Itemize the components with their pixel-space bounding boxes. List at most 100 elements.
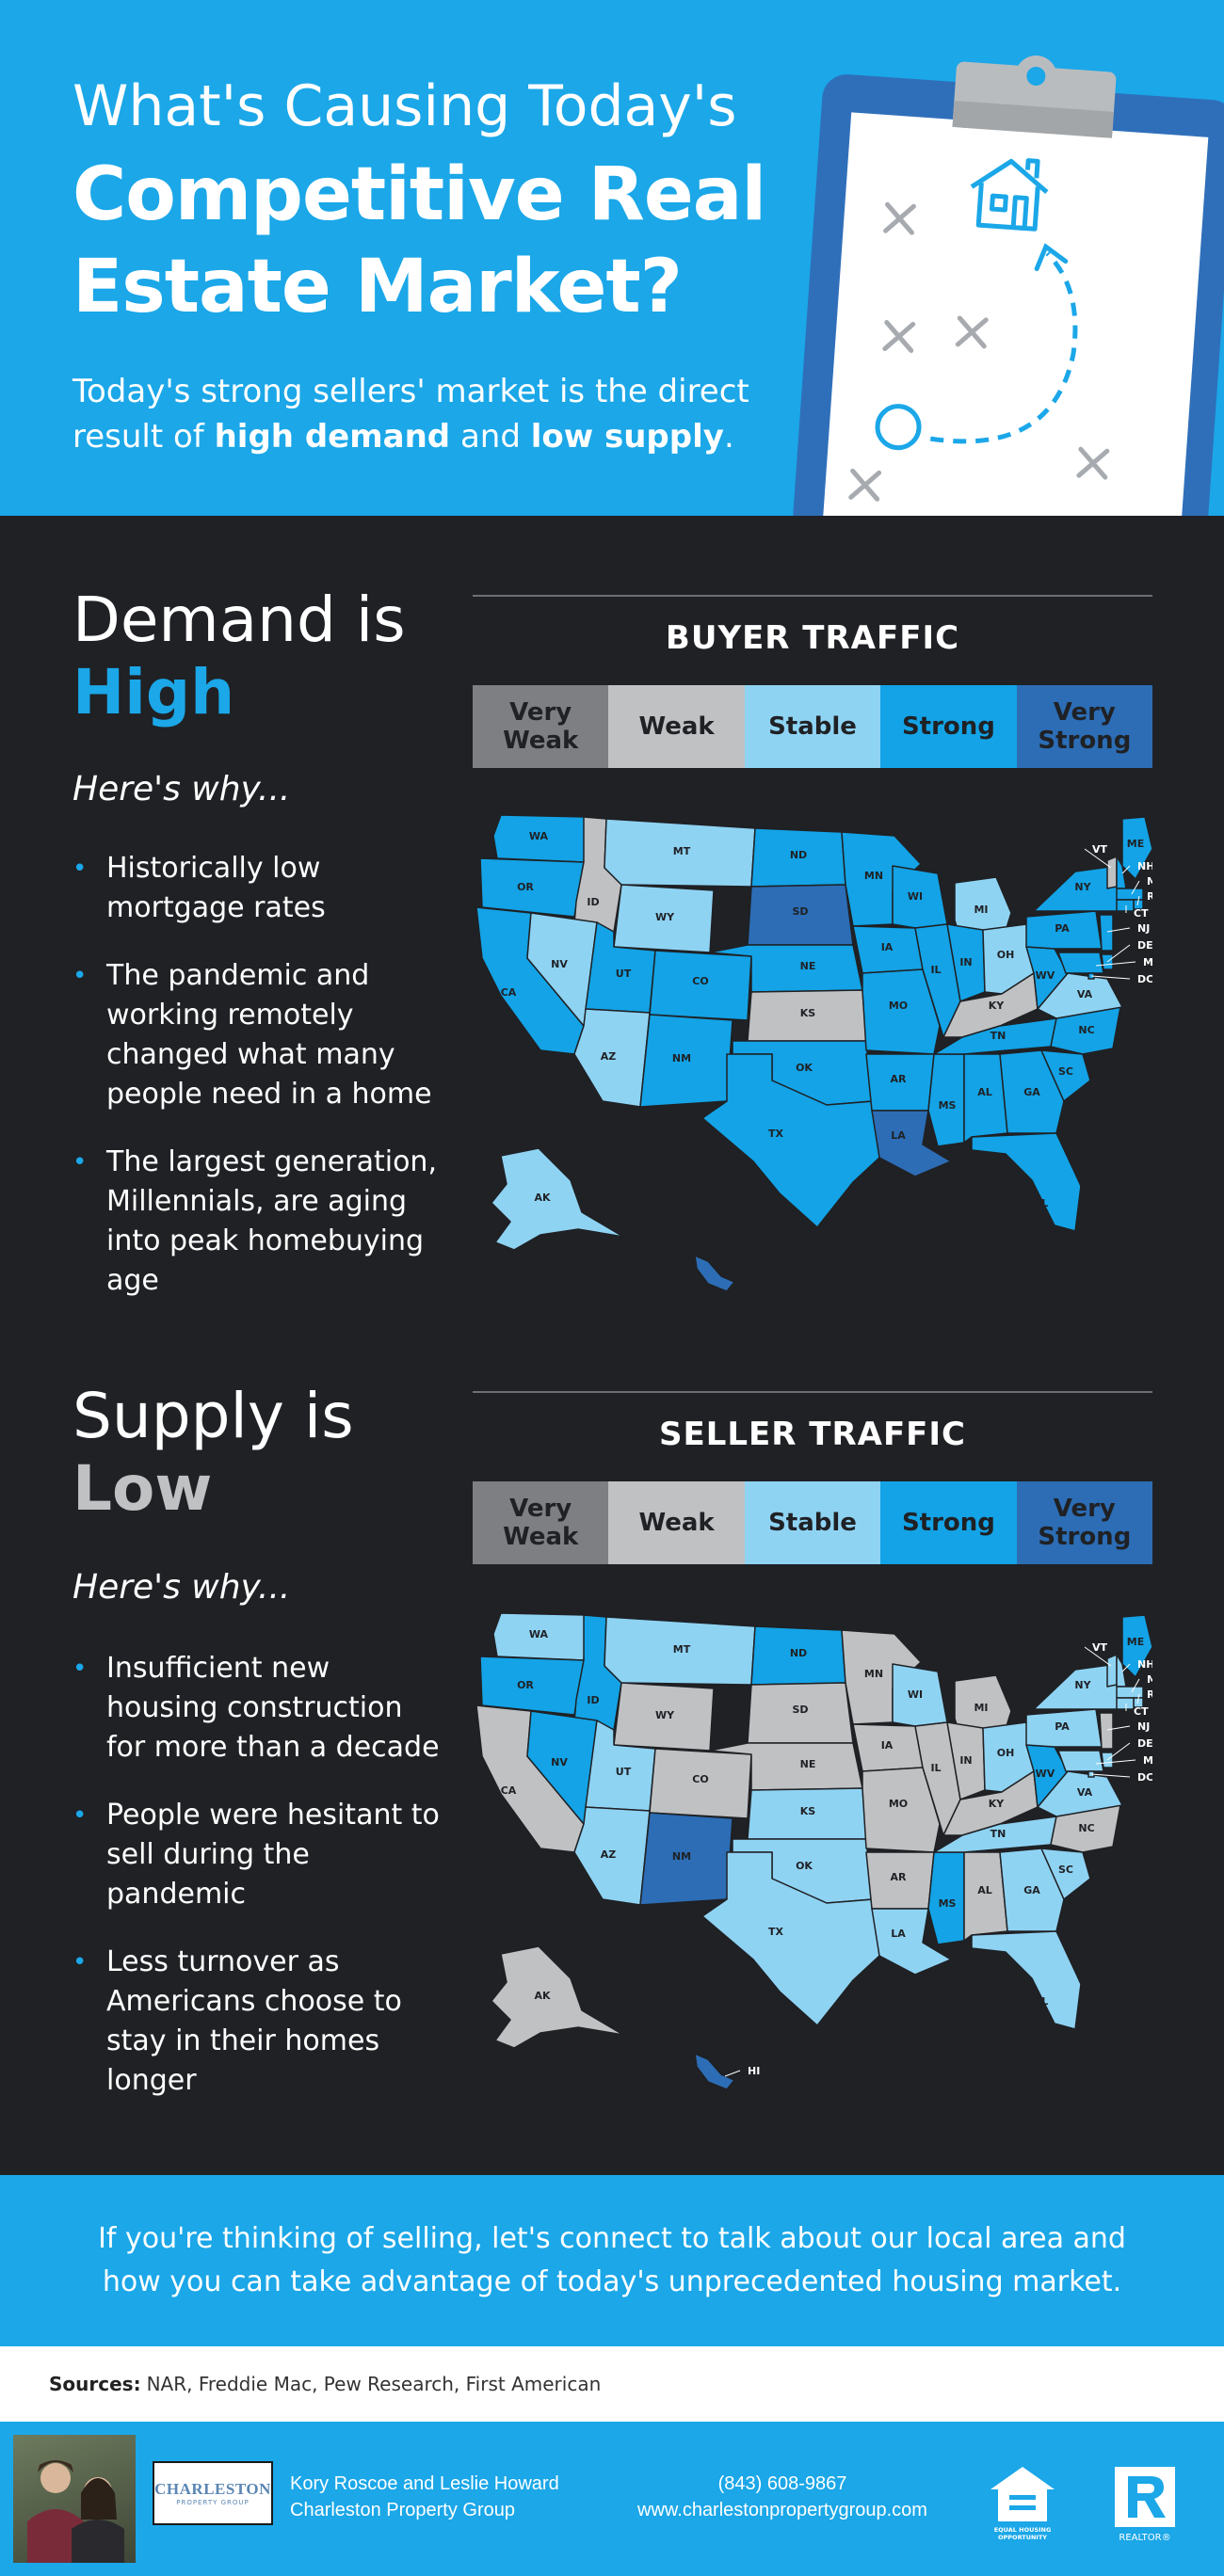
state-mt: [604, 818, 756, 888]
state-label-ut: UT: [616, 968, 632, 980]
state-sc: [1040, 1848, 1091, 1900]
state-nc: [1050, 1006, 1121, 1055]
state-label-mt: MT: [673, 1643, 691, 1656]
company-logo[interactable]: CHARLESTON PROPERTY GROUP: [153, 2461, 273, 2525]
state-label-ny: NY: [1074, 881, 1091, 893]
state-label-az: AZ: [601, 1050, 617, 1063]
legend-strong: Strong: [880, 685, 1017, 768]
leader-line-md: [1095, 1759, 1136, 1765]
supply-bullet-1: Insufficient new housing construction fo…: [72, 1649, 449, 1768]
state-label-sc: SC: [1058, 1065, 1073, 1078]
intro-text: Today's strong sellers' market is the di…: [72, 369, 788, 459]
state-label-ct: CT: [1134, 1705, 1149, 1718]
state-label-co: CO: [692, 1773, 708, 1785]
state-label-ak: AK: [534, 1990, 551, 2002]
state-label-ga: GA: [1023, 1086, 1040, 1098]
leader-line-vt: [1084, 848, 1112, 869]
demand-title-text: Demand is: [72, 584, 406, 656]
state-fl: [971, 1930, 1082, 2030]
state-label-ma: MA: [1147, 1673, 1152, 1686]
state-label-ri: RI: [1147, 1688, 1152, 1701]
state-label-nj: NJ: [1137, 1720, 1150, 1733]
state-mt: [604, 1616, 756, 1686]
state-tx: [701, 1053, 880, 1228]
state-label-me: ME: [1127, 838, 1144, 850]
footer: CHARLESTON PROPERTY GROUP Kory Roscoe an…: [0, 2422, 1224, 2576]
state-label-nh: NH: [1137, 860, 1152, 872]
phone-number[interactable]: (843) 608-9867: [717, 2473, 847, 2494]
state-label-hi: HI: [748, 2065, 760, 2077]
state-label-al: AL: [977, 1884, 992, 1896]
state-label-de: DE: [1137, 939, 1152, 952]
state-label-ar: AR: [891, 1871, 908, 1883]
leader-line-vt: [1084, 1646, 1112, 1667]
state-label-la: LA: [891, 1928, 906, 1940]
state-label-md: MD: [1143, 956, 1152, 968]
state-label-co: CO: [692, 975, 708, 987]
state-label-fl: FL: [1035, 1995, 1049, 2008]
state-md: [1057, 1750, 1104, 1772]
state-label-md: MD: [1143, 1754, 1152, 1767]
clipboard-illustration: [791, 55, 1224, 516]
state-label-vt: VT: [1092, 1641, 1108, 1654]
state-label-mi: MI: [974, 904, 988, 916]
demand-bullet-1: Historically low mortgage rates: [72, 849, 449, 928]
state-me: [1121, 816, 1152, 880]
headline-line-2: Competitive Real: [72, 152, 766, 237]
state-label-ri: RI: [1147, 890, 1152, 903]
eho-text-1: EQUAL HOUSING: [994, 2526, 1052, 2534]
state-label-mo: MO: [889, 1798, 908, 1810]
state-co: [649, 1748, 752, 1819]
leader-line-nj: [1106, 1725, 1131, 1731]
state-al: [963, 1851, 1008, 1942]
company-name: Charleston Property Group: [290, 2500, 516, 2520]
demand-why: Here's why...: [72, 770, 291, 808]
state-label-ga: GA: [1023, 1884, 1040, 1896]
state-label-ok: OK: [796, 1860, 813, 1872]
agent-info: Kory Roscoe and Leslie Howard Charleston…: [290, 2471, 559, 2523]
demand-accent: High: [72, 656, 235, 728]
intro-mid: and: [450, 418, 531, 456]
state-label-nd: ND: [790, 849, 807, 861]
state-label-sd: SD: [792, 905, 808, 918]
seller-legend: Very Weak Weak Stable Strong Very Strong: [473, 1481, 1153, 1564]
seller-divider: [473, 1391, 1152, 1393]
state-label-ok: OK: [796, 1062, 813, 1074]
state-label-ks: KS: [800, 1007, 816, 1019]
legend-weak: Weak: [608, 685, 745, 768]
legend-very-strong: Very Strong: [1016, 1481, 1153, 1564]
state-me: [1121, 1614, 1152, 1678]
state-label-nc: NC: [1078, 1024, 1094, 1036]
state-label-nj: NJ: [1137, 922, 1150, 935]
realtor-text: REALTOR®: [1119, 2533, 1170, 2543]
state-label-ak: AK: [534, 1192, 551, 1204]
demand-bullet-2: The pandemic and working remotely change…: [72, 956, 449, 1114]
state-sc: [1040, 1049, 1091, 1102]
headline-line-1: What's Causing Today's: [72, 73, 737, 139]
leader-line-ma: [1131, 1678, 1140, 1693]
state-tx: [701, 1851, 880, 2026]
seller-traffic-panel: SELLER TRAFFIC Very Weak Weak Stable Str…: [473, 1391, 1153, 1564]
state-label-wy: WY: [655, 911, 675, 923]
state-label-nv: NV: [551, 1756, 568, 1768]
state-label-nm: NM: [672, 1052, 691, 1064]
state-ct: [1116, 1697, 1135, 1710]
website-link[interactable]: www.charlestonpropertygroup.com: [637, 2500, 927, 2520]
state-label-mo: MO: [889, 1000, 908, 1012]
leader-line-ri: [1136, 895, 1140, 906]
realtor-icon: REALTOR®: [1115, 2467, 1175, 2543]
legend-very-weak: Very Weak: [473, 1481, 609, 1564]
state-label-ar: AR: [891, 1073, 908, 1085]
legend-weak: Weak: [608, 1481, 745, 1564]
state-vt: [1106, 856, 1118, 889]
state-pa: [1025, 910, 1103, 950]
state-ga: [999, 1848, 1065, 1932]
state-nj: [1099, 1712, 1114, 1750]
state-label-ks: KS: [800, 1805, 816, 1817]
seller-traffic-title: SELLER TRAFFIC: [658, 1416, 967, 1453]
house-icon: [970, 158, 1049, 232]
state-label-mn: MN: [864, 870, 883, 882]
supply-bullet-2: People were hesitant to sell during the …: [72, 1796, 449, 1914]
state-label-ma: MA: [1147, 875, 1152, 888]
state-label-mi: MI: [974, 1702, 988, 1714]
